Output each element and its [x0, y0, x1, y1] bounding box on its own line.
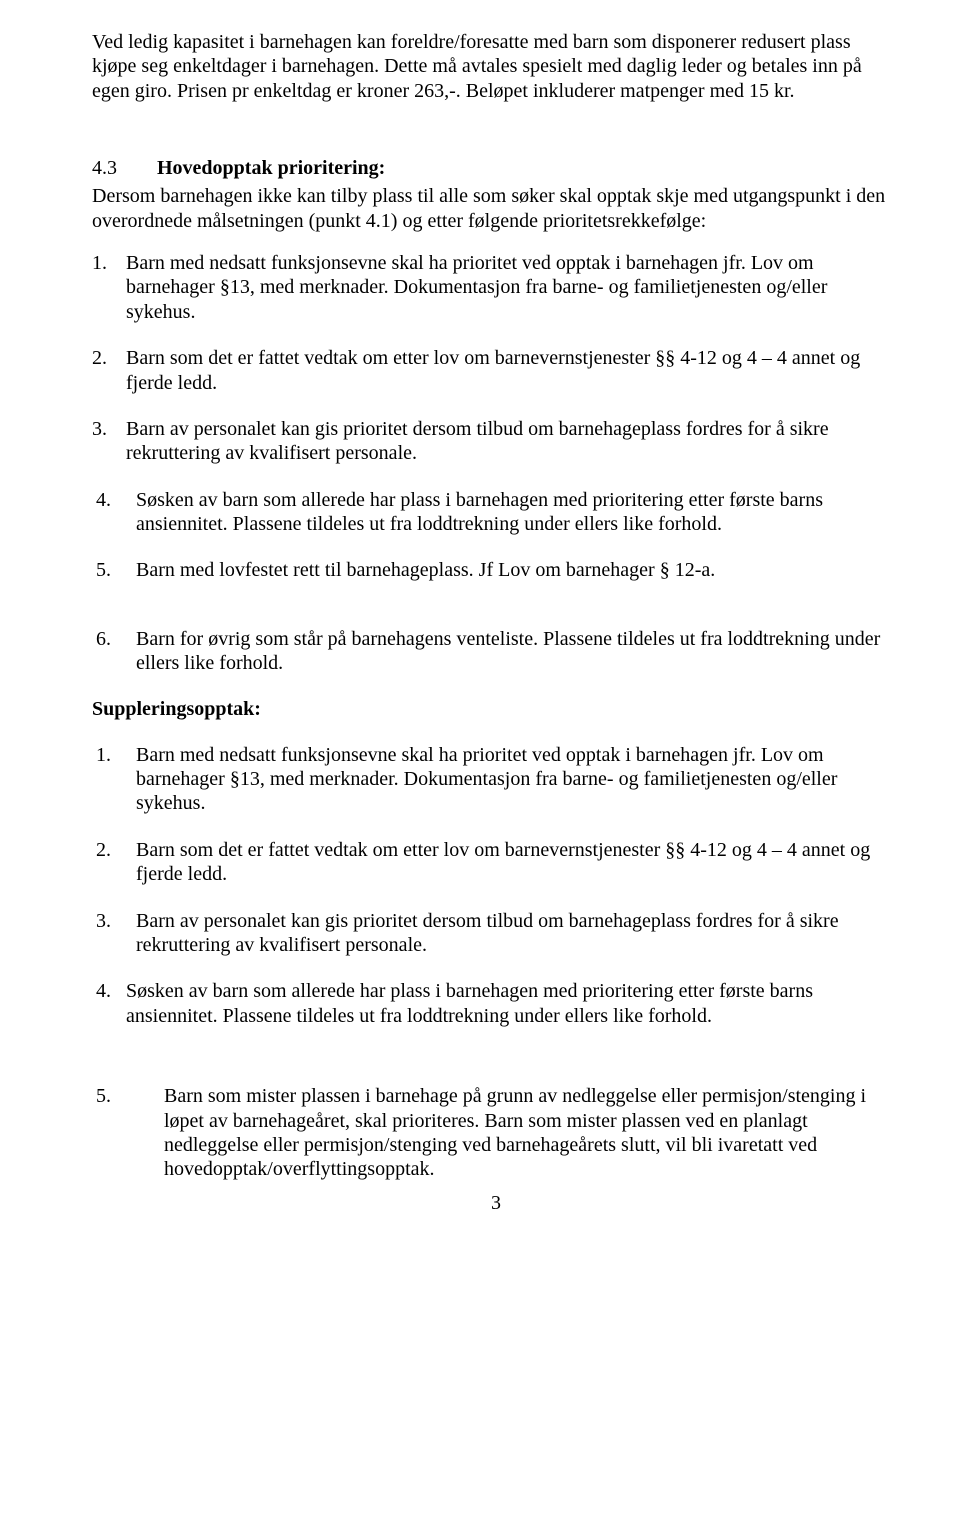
- list-item-number: 4.: [96, 488, 136, 537]
- list-item: 4. Søsken av barn som allerede har plass…: [92, 488, 900, 537]
- list-item: 6. Barn for øvrig som står på barnehagen…: [92, 627, 900, 676]
- section-4-3: 4.3 Hovedopptak prioritering:: [92, 157, 900, 180]
- section-number: 4.3: [92, 157, 117, 180]
- list-item-number: 1.: [92, 251, 126, 324]
- list-item: 2. Barn som det er fattet vedtak om ette…: [92, 838, 900, 887]
- list-item-number: 1.: [96, 743, 136, 816]
- list-item: 5. Barn som mister plassen i barnehage p…: [92, 1084, 900, 1182]
- list-item: 1. Barn med nedsatt funksjonsevne skal h…: [92, 743, 900, 816]
- list-item-text: Barn som det er fattet vedtak om etter l…: [136, 838, 900, 887]
- list-item-number: 6.: [96, 627, 136, 676]
- suppleringsopptak-heading: Suppleringsopptak:: [92, 698, 900, 721]
- list-item-number: 3.: [96, 909, 136, 958]
- list-item-text: Barn av personalet kan gis prioritet der…: [126, 417, 900, 466]
- list-item-text: Barn med lovfestet rett til barnehagepla…: [136, 558, 900, 582]
- list-item-text: Barn med nedsatt funksjonsevne skal ha p…: [126, 251, 900, 324]
- list-item-number: 3.: [92, 417, 126, 466]
- list-item-text: Barn av personalet kan gis prioritet der…: [136, 909, 900, 958]
- list-item: 4. Søsken av barn som allerede har plass…: [92, 979, 900, 1028]
- priority-list-main: 1. Barn med nedsatt funksjonsevne skal h…: [92, 251, 900, 676]
- list-item: 2. Barn som det er fattet vedtak om ette…: [92, 346, 900, 395]
- list-item-text: Barn som det er fattet vedtak om etter l…: [126, 346, 900, 395]
- priority-list-supplering: 1. Barn med nedsatt funksjonsevne skal h…: [92, 743, 900, 1182]
- page-number: 3: [92, 1192, 900, 1215]
- list-item-number: 5.: [96, 1084, 144, 1182]
- document-page: Ved ledig kapasitet i barnehagen kan for…: [0, 0, 960, 1255]
- list-item-number: 4.: [96, 979, 126, 1028]
- list-item: 3. Barn av personalet kan gis prioritet …: [92, 417, 900, 466]
- list-item-number: 5.: [96, 558, 136, 582]
- list-item: 5. Barn med lovfestet rett til barnehage…: [92, 558, 900, 582]
- list-item-text: Barn for øvrig som står på barnehagens v…: [136, 627, 900, 676]
- list-item-text: Barn med nedsatt funksjonsevne skal ha p…: [136, 743, 900, 816]
- list-item-number: 2.: [92, 346, 126, 395]
- list-item-text: Barn som mister plassen i barnehage på g…: [144, 1084, 900, 1182]
- list-item-number: 2.: [96, 838, 136, 887]
- intro-paragraph: Ved ledig kapasitet i barnehagen kan for…: [92, 30, 900, 103]
- section-heading: Hovedopptak prioritering:: [157, 157, 900, 180]
- list-item-text: Søsken av barn som allerede har plass i …: [136, 488, 900, 537]
- list-item: 1. Barn med nedsatt funksjonsevne skal h…: [92, 251, 900, 324]
- list-item: 3. Barn av personalet kan gis prioritet …: [92, 909, 900, 958]
- list-item-text: Søsken av barn som allerede har plass i …: [126, 979, 900, 1028]
- section-text: Dersom barnehagen ikke kan tilby plass t…: [92, 184, 900, 233]
